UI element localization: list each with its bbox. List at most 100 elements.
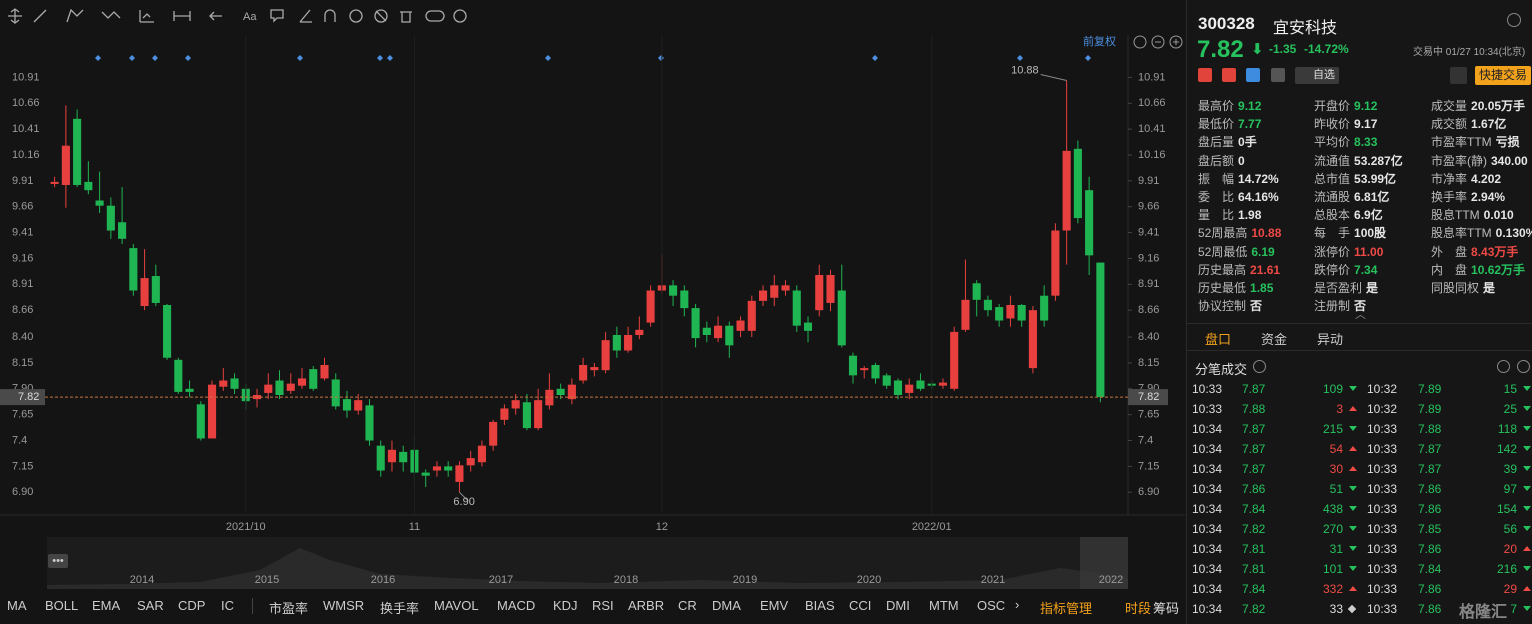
tag-icon[interactable] [1246, 68, 1260, 82]
indicator-tab[interactable]: DMA [712, 598, 741, 613]
quote-cell: 流通值 53.287亿 [1314, 152, 1403, 169]
event-marker[interactable] [387, 55, 393, 61]
event-marker[interactable] [1017, 55, 1023, 61]
panel-tab[interactable]: 盘口 [1205, 332, 1232, 347]
price-change-pct: -14.72% [1304, 42, 1349, 56]
quick-trade-button[interactable]: 快捷交易 [1475, 66, 1531, 85]
font-tool[interactable]: Aa [243, 11, 257, 23]
indicator-tab[interactable]: CDP [178, 598, 206, 613]
note-tool[interactable] [270, 9, 284, 23]
event-marker[interactable] [297, 55, 303, 61]
indicator-tab[interactable]: SAR [137, 598, 164, 613]
candle-body [421, 472, 430, 476]
indicator-tab[interactable]: BIAS [805, 598, 835, 613]
candle-body [646, 290, 655, 323]
collapse-icon[interactable]: ︿ [1355, 309, 1366, 321]
panel-tab[interactable]: 异动 [1317, 332, 1344, 347]
indicator-tab[interactable]: EMA [92, 598, 121, 613]
trade-volume: 51 [1329, 482, 1343, 496]
quote-label: 开盘价 [1314, 99, 1351, 113]
indicator-tab[interactable]: DMI [886, 598, 910, 613]
indicator-tab[interactable]: EMV [760, 598, 789, 613]
navigator-menu[interactable] [48, 554, 68, 568]
flag-icon[interactable] [1198, 68, 1212, 82]
event-marker[interactable] [872, 55, 878, 61]
indicator-tab[interactable]: IC [221, 598, 234, 613]
event-marker[interactable] [658, 55, 664, 61]
link-tool[interactable] [425, 10, 445, 22]
indicator-tab[interactable]: MACD [497, 598, 536, 613]
quote-value: 9.12 [1354, 99, 1378, 113]
indicator-tab[interactable]: KDJ [553, 598, 578, 613]
trade-volume: 97 [1503, 482, 1517, 496]
move-tool[interactable] [8, 8, 22, 24]
event-marker[interactable] [377, 55, 383, 61]
quote-cell: 跌停价 7.34 [1314, 261, 1377, 278]
zoom-in[interactable] [1169, 35, 1183, 49]
zoom-reset[interactable] [1133, 35, 1147, 49]
panel-tab[interactable]: 资金 [1261, 332, 1288, 347]
indicator-tab[interactable]: MAVOL [434, 598, 479, 613]
indicator-tab[interactable]: OSC [977, 598, 1006, 613]
indicator-tab[interactable]: WMSR [323, 598, 365, 613]
quote-cell: 历史最低 1.85 [1198, 279, 1273, 296]
zoom-out[interactable] [1151, 35, 1165, 49]
settings-icon[interactable] [1507, 13, 1521, 27]
indicator-tab[interactable]: BOLL [45, 598, 79, 613]
candle-body [803, 322, 813, 331]
angle-tool[interactable] [299, 9, 312, 23]
event-marker[interactable] [129, 55, 135, 61]
scroll-arrow[interactable]: › [1015, 597, 1020, 612]
eye-tool[interactable] [349, 9, 363, 23]
note-icon[interactable] [1271, 68, 1285, 82]
trade-direction [1523, 606, 1531, 611]
indicator-tab[interactable]: MA [7, 598, 27, 613]
trade-volume: 56 [1503, 522, 1517, 536]
indicator-tab[interactable]: MTM [929, 598, 959, 613]
chips-tab[interactable]: 筹码 [1153, 601, 1180, 616]
event-marker[interactable] [1085, 55, 1091, 61]
trade-price: 7.82 [1242, 522, 1266, 536]
polyline-tool[interactable] [66, 8, 84, 23]
indicator-manage[interactable]: 指标管理 [1040, 601, 1093, 616]
y-tick-label: 8.40 [1138, 331, 1159, 343]
expand-icon[interactable] [1517, 360, 1530, 373]
alert-icon[interactable] [1222, 68, 1236, 82]
watch-button[interactable]: 自选 [1295, 67, 1339, 84]
back-tool[interactable] [209, 11, 222, 21]
hide-tool[interactable] [374, 9, 388, 23]
chart-tool[interactable] [139, 10, 154, 23]
measure-tool[interactable] [173, 11, 191, 21]
event-marker[interactable] [185, 55, 191, 61]
wave-tool[interactable] [101, 11, 121, 19]
event-marker[interactable] [152, 55, 158, 61]
indicator-tab[interactable]: CCI [849, 598, 872, 613]
candle-body [747, 300, 756, 331]
indicator-tab[interactable]: ARBR [628, 598, 665, 613]
event-marker[interactable] [95, 55, 101, 61]
indicator-tab[interactable]: CR [678, 598, 697, 613]
settings-tool[interactable] [453, 9, 467, 23]
y-tick-label: 10.91 [12, 71, 40, 83]
indicator-tab[interactable]: 换手率 [380, 601, 420, 616]
candle-body [680, 290, 689, 309]
indicator-tab[interactable]: 市盈率 [269, 601, 309, 616]
candle-body [1085, 190, 1094, 256]
info-icon[interactable] [1253, 360, 1266, 373]
trade-time: 10:34 [1192, 542, 1223, 556]
delete-tool[interactable] [400, 11, 412, 23]
bell-button[interactable] [1450, 67, 1467, 84]
adjust-mode[interactable]: 前复权 [1083, 34, 1116, 48]
more-icon[interactable] [1497, 360, 1510, 373]
session-tab[interactable]: 时段 [1125, 601, 1152, 616]
trade-direction [1349, 486, 1357, 491]
event-marker[interactable] [545, 55, 551, 61]
quote-label: 总市值 [1314, 171, 1351, 186]
magnet-tool[interactable] [324, 9, 336, 22]
y-tick-label: 10.41 [12, 123, 40, 135]
candle-body [455, 465, 464, 482]
navigator-window[interactable] [1080, 537, 1128, 589]
indicator-tab[interactable]: RSI [592, 598, 614, 613]
trade-volume: 101 [1322, 562, 1343, 576]
line-tool[interactable] [33, 9, 47, 23]
